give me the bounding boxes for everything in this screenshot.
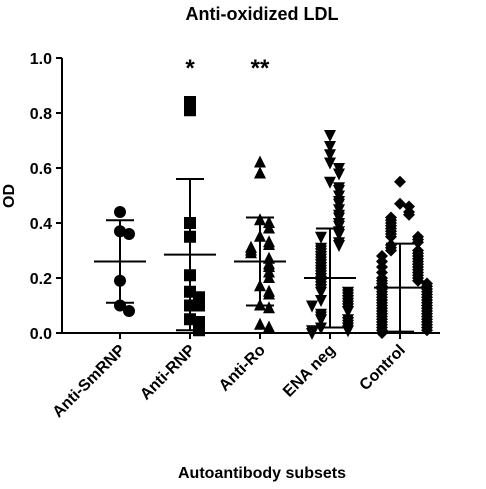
point: [394, 175, 406, 188]
point: [315, 314, 327, 327]
x-tick-label: Anti-Ro: [216, 342, 269, 395]
x-tick-label: Control: [357, 342, 409, 394]
point: [114, 206, 126, 218]
y-tick-label: 0.8: [30, 106, 52, 123]
point: [254, 317, 266, 330]
point: [263, 271, 275, 283]
x-tick-label: Anti-SmRNP: [50, 342, 130, 422]
point: [324, 141, 336, 153]
point: [184, 104, 196, 117]
point: [333, 240, 345, 252]
y-tick-label: 1.0: [30, 51, 52, 68]
point: [333, 168, 345, 181]
point: [342, 325, 354, 338]
point: [385, 244, 397, 257]
point: [306, 300, 318, 313]
point: [324, 130, 336, 142]
y-tick-label: 0.2: [30, 271, 52, 288]
point: [412, 236, 424, 249]
x-tick-label: ENA neg: [280, 342, 339, 401]
point: [324, 149, 336, 162]
x-tick-label: Anti-RNP: [137, 342, 199, 404]
point: [403, 208, 415, 221]
point: [394, 197, 406, 210]
point: [342, 306, 354, 318]
annotation: **: [251, 55, 270, 82]
y-tick-label: 0.6: [30, 161, 52, 178]
chart-title: Anti-oxidized LDL: [186, 4, 339, 24]
y-tick-label: 0.0: [30, 326, 52, 343]
point: [315, 286, 327, 299]
point: [193, 299, 205, 312]
point: [306, 328, 318, 340]
point: [376, 327, 388, 339]
point: [254, 166, 266, 179]
y-tick-label: 0.4: [30, 216, 52, 233]
point: [263, 301, 275, 314]
point: [263, 238, 275, 250]
annotation: *: [185, 55, 195, 82]
point: [412, 274, 424, 287]
point: [324, 176, 336, 189]
point: [315, 231, 327, 244]
point: [315, 295, 327, 307]
point: [421, 324, 433, 337]
point: [123, 228, 135, 240]
point: [123, 305, 135, 317]
point: [263, 320, 275, 333]
point: [245, 246, 257, 259]
x-axis-title: Autoantibody subsets: [178, 465, 346, 482]
y-axis-title: OD: [1, 184, 18, 208]
point: [324, 157, 336, 170]
point: [263, 221, 275, 234]
point: [263, 287, 275, 300]
point: [385, 230, 397, 243]
point: [333, 229, 345, 241]
point: [254, 155, 266, 168]
